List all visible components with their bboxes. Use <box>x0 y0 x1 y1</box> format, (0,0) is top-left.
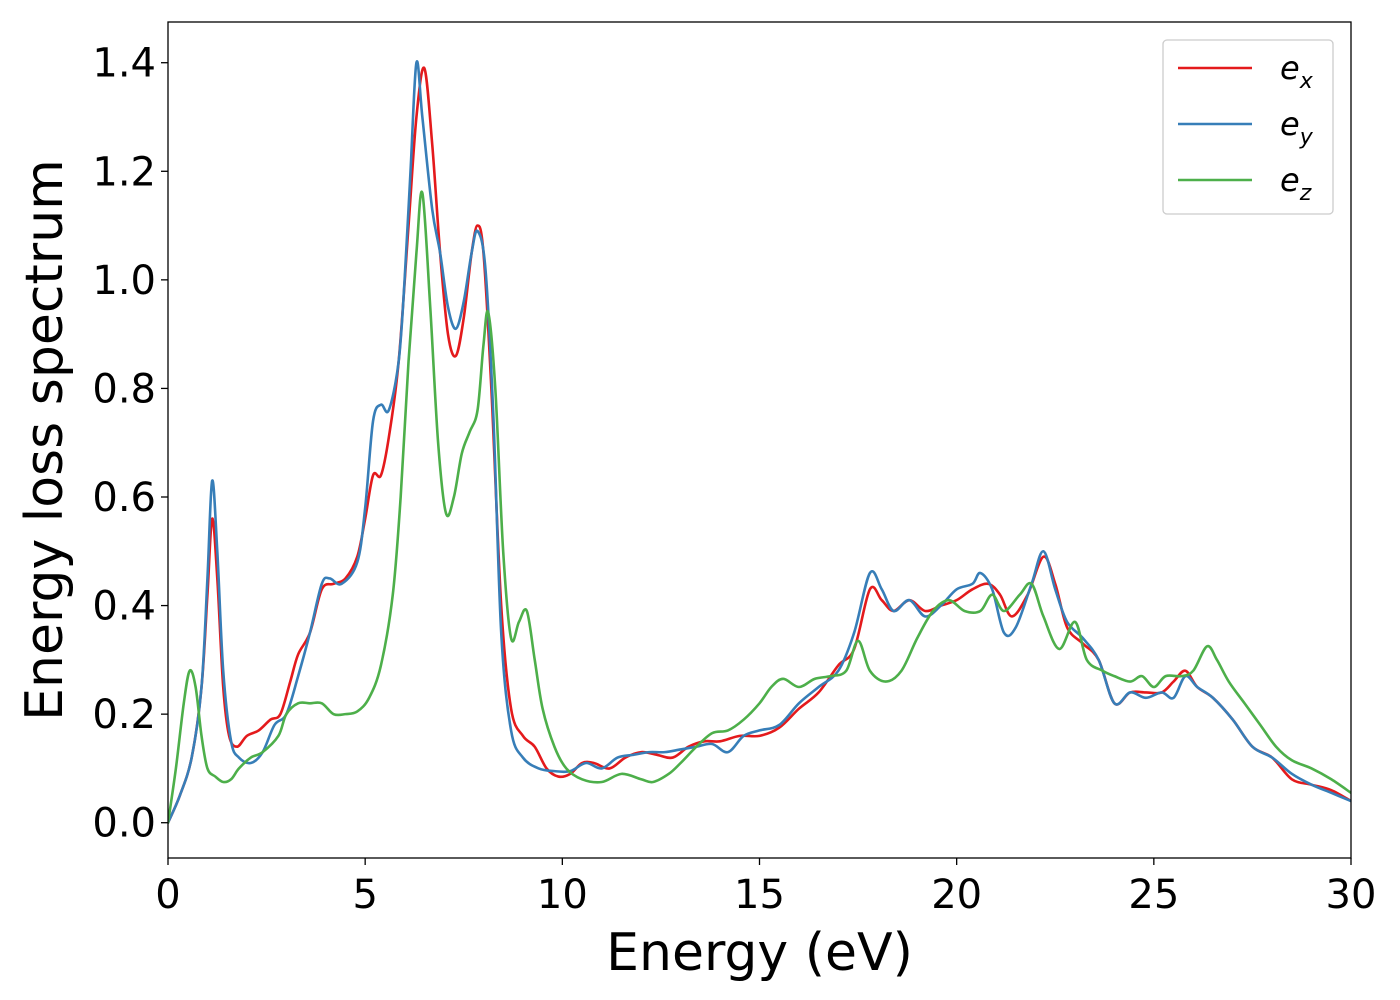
y-tick-label: 0.2 <box>92 692 156 738</box>
x-tick-label: 5 <box>352 872 377 918</box>
series-line-ey <box>168 60 1351 825</box>
x-tick-label: 0 <box>155 872 180 918</box>
x-axis-ticks: 0 5 10 15 20 25 30 <box>155 858 1376 918</box>
x-tick-label: 30 <box>1326 872 1377 918</box>
y-tick-label: 0.0 <box>92 801 156 847</box>
plot-lines <box>168 60 1351 825</box>
y-tick-label: 0.6 <box>92 475 156 521</box>
legend-box <box>1162 39 1334 215</box>
series-line-ez <box>168 190 1351 825</box>
x-tick-label: 15 <box>734 872 785 918</box>
y-tick-label: 0.8 <box>92 366 156 412</box>
x-tick-label: 20 <box>931 872 982 918</box>
y-axis-ticks: 0.0 0.2 0.4 0.6 0.8 1.0 1.2 1.4 <box>92 41 168 847</box>
y-tick-label: 1.0 <box>92 258 156 304</box>
y-tick-label: 1.4 <box>92 41 156 87</box>
y-axis-title: Energy loss spectrum <box>15 159 75 721</box>
y-tick-label: 0.4 <box>92 584 156 630</box>
x-tick-label: 25 <box>1128 872 1179 918</box>
x-axis-title: Energy (eV) <box>606 923 913 983</box>
y-tick-label: 1.2 <box>92 149 156 195</box>
x-tick-label: 10 <box>537 872 588 918</box>
